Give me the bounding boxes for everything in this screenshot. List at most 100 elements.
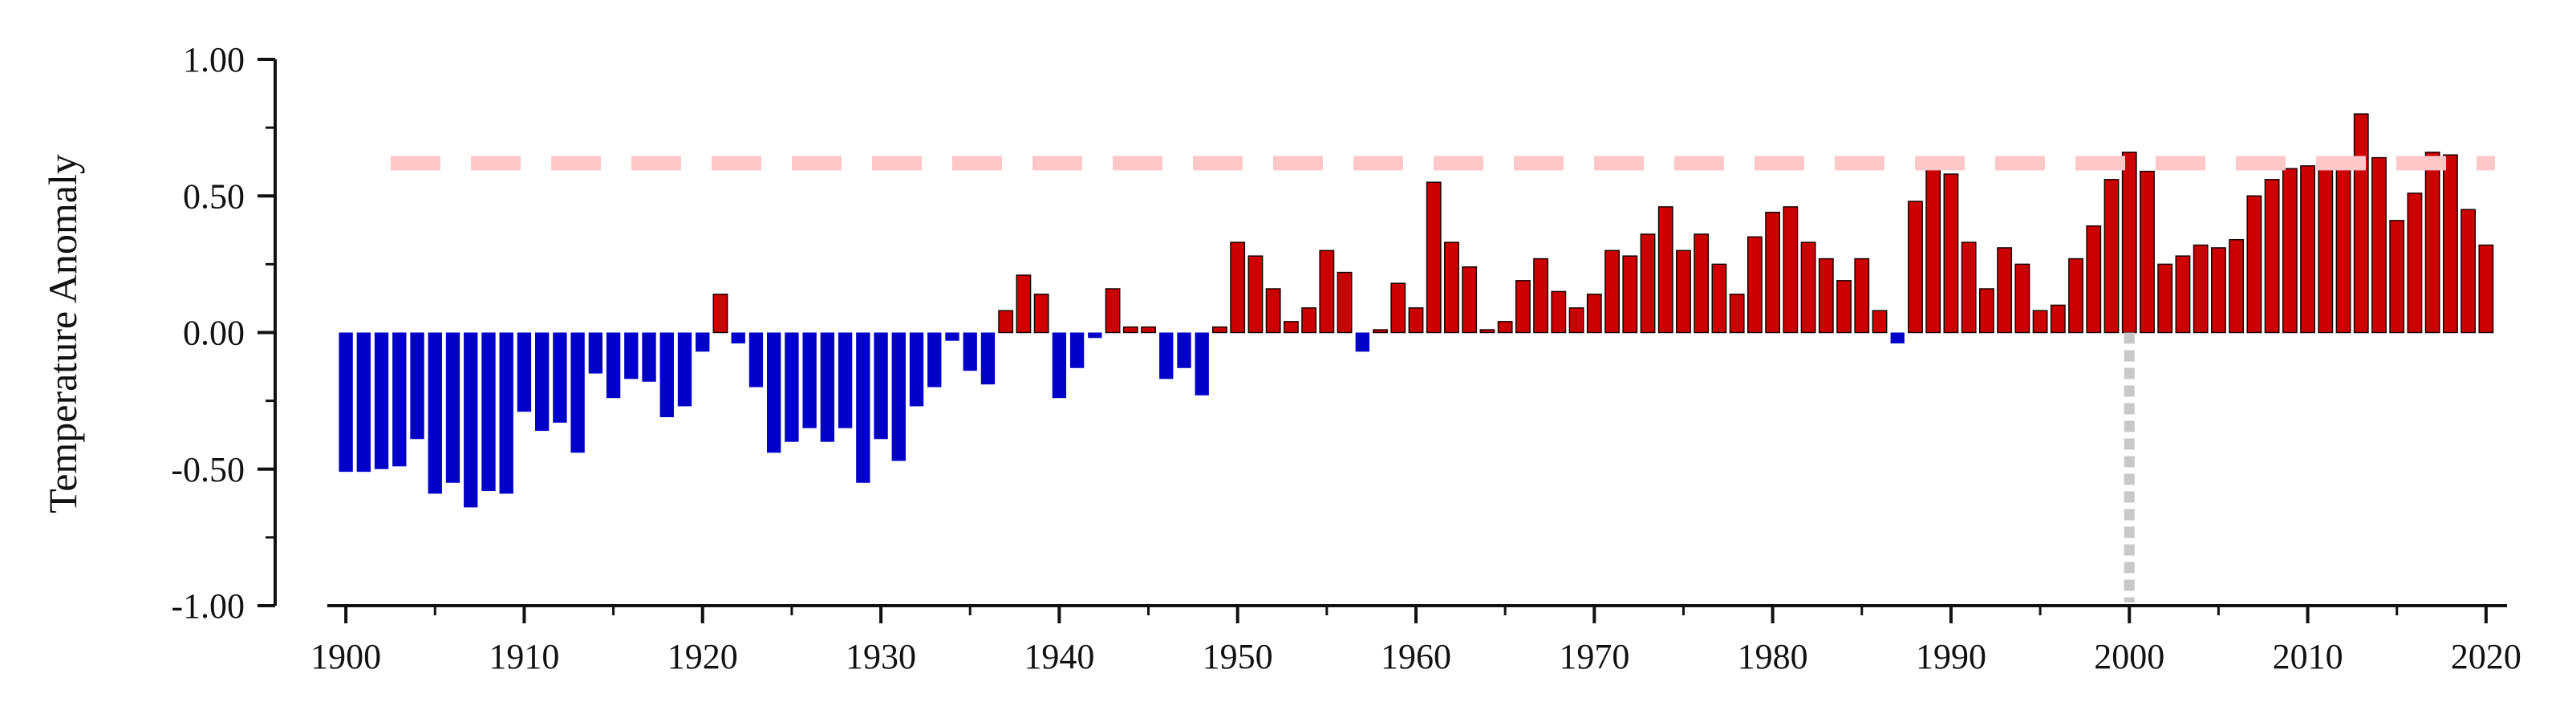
bar-1923 [748,332,764,387]
x-tick-label: 1930 [846,637,916,676]
bar-1957 [1355,332,1369,352]
bar-1929 [856,332,870,483]
bar-1933 [927,332,942,387]
bar-1960 [1408,307,1424,334]
bar-2013 [2353,113,2369,334]
bar-1907 [464,332,478,508]
bars-group [339,113,2494,508]
bar-1956 [1337,271,1353,334]
bar-1959 [1390,282,1406,334]
bar-1989 [1925,165,1941,334]
x-tick-label: 1990 [1916,637,1986,676]
bar-1915 [606,332,621,399]
bar-1952 [1265,288,1281,334]
bar-1904 [410,332,424,440]
bar-1972 [1622,255,1638,334]
bar-1984 [1836,280,1852,334]
bar-1977 [1711,263,1727,334]
bar-1975 [1676,249,1691,334]
bar-1935 [963,332,977,371]
bar-1949 [1212,326,1227,334]
bar-1942 [1088,332,1102,339]
bar-1973 [1640,233,1656,334]
bar-1996 [2050,304,2066,334]
bar-1990 [1943,173,1959,334]
bar-1939 [1033,294,1049,334]
bar-1906 [445,332,460,483]
bar-1991 [1961,241,1977,334]
bar-1934 [945,332,959,341]
bar-2003 [2175,255,2191,334]
bar-2010 [2300,165,2315,334]
y-axis-title: Temperature Anomaly [40,154,85,513]
bar-1925 [785,332,799,442]
bar-1964 [1479,329,1495,334]
bar-1924 [767,332,781,453]
bar-1938 [1016,274,1032,334]
bar-1965 [1497,321,1513,334]
bar-1995 [2032,310,2048,334]
bar-1919 [677,332,692,407]
bar-1909 [499,332,513,494]
x-tick-label: 2020 [2451,637,2521,676]
bar-2018 [2443,154,2458,334]
bar-1950 [1230,241,1246,334]
reference-lines [391,156,2495,602]
bar-2017 [2424,152,2440,334]
bar-1922 [731,332,745,344]
bar-1999 [2103,179,2120,334]
bar-1941 [1069,332,1085,368]
bar-1966 [1515,280,1531,334]
bar-1998 [2086,225,2102,334]
bar-1946 [1159,332,1174,379]
bar-2005 [2210,247,2226,334]
x-tick-label: 1920 [667,637,738,676]
bar-1918 [659,332,674,418]
bar-1912 [553,332,567,423]
bar-1974 [1657,206,1673,334]
bar-1994 [2014,263,2030,334]
bar-1961 [1426,181,1442,334]
bar-1962 [1444,241,1459,334]
bar-2015 [2389,220,2405,334]
bar-2009 [2282,168,2298,334]
bar-1913 [570,332,585,453]
bar-2006 [2229,238,2245,334]
x-tick-label: 1970 [1559,637,1629,676]
bar-1940 [1052,332,1067,399]
x-tick-label: 1940 [1024,637,1094,676]
x-tick-label: 1950 [1203,637,1273,676]
bar-1902 [374,332,389,469]
bar-2007 [2246,195,2262,334]
x-tick-label: 1910 [489,637,559,676]
bar-1971 [1604,249,1620,334]
bar-1985 [1854,258,1870,334]
bar-2020 [2478,244,2494,334]
x-tick-label: 2000 [2094,637,2164,676]
bar-2001 [2140,170,2155,334]
bar-1945 [1141,326,1156,334]
bar-2008 [2264,179,2280,334]
bar-2000 [2121,152,2137,334]
bar-1943 [1105,288,1121,334]
bar-1963 [1462,266,1478,334]
bar-1928 [838,332,853,428]
bar-1927 [820,332,835,442]
bar-1914 [588,332,603,374]
bar-1953 [1283,321,1299,334]
bar-1910 [517,332,532,412]
bar-1947 [1177,332,1191,368]
bar-1967 [1533,258,1549,334]
bar-1979 [1746,236,1763,334]
bar-1980 [1765,211,1781,334]
bar-1968 [1551,290,1567,334]
y-tick-label: 0.00 [183,314,245,353]
bar-1988 [1908,201,1923,334]
bar-1997 [2068,258,2083,334]
bar-1930 [874,332,888,440]
bar-1983 [1818,258,1834,334]
bar-1978 [1729,294,1745,334]
bar-1976 [1694,233,1710,334]
